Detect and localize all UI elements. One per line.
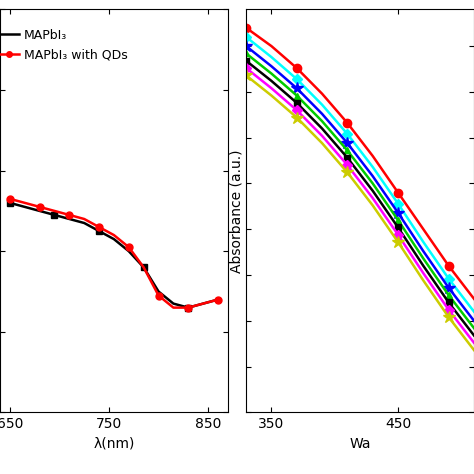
Y-axis label: Absorbance (a.u.): Absorbance (a.u.) xyxy=(229,149,243,273)
Legend: MAPbI₃, MAPbI₃ with QDs: MAPbI₃, MAPbI₃ with QDs xyxy=(0,24,132,66)
X-axis label: Wa: Wa xyxy=(349,437,371,451)
X-axis label: λ(nm): λ(nm) xyxy=(93,437,135,451)
